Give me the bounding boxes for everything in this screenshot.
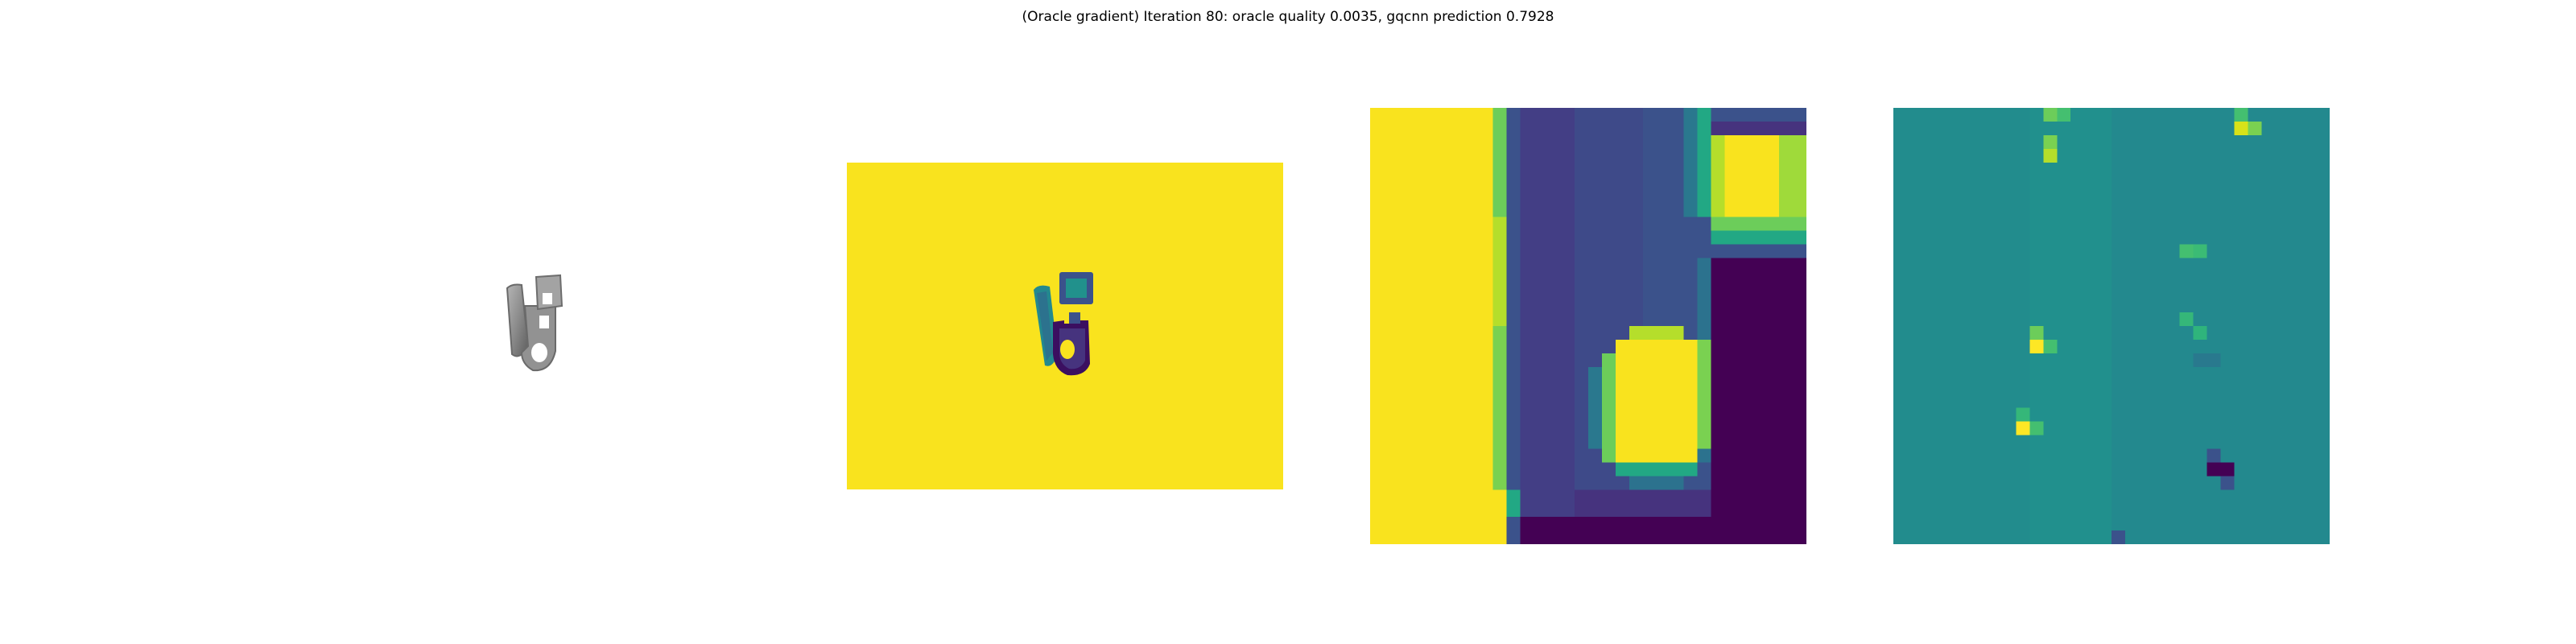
oracle-gradient-map xyxy=(1893,108,2330,544)
object-top-slot xyxy=(543,293,552,304)
depth-full-svg xyxy=(847,163,1283,489)
object-render-image xyxy=(438,225,631,419)
object-left-arm xyxy=(506,283,530,357)
depth-image-full xyxy=(847,163,1283,489)
depth-image-crop xyxy=(1370,108,1806,544)
object-hole xyxy=(531,343,547,362)
object-render-svg xyxy=(506,274,564,372)
depth-hole xyxy=(1060,340,1075,359)
gradient-map-svg xyxy=(1893,108,2330,544)
depth-crop-svg xyxy=(1370,108,1806,544)
object-mid-slot xyxy=(539,316,549,328)
figure-title: (Oracle gradient) Iteration 80: oracle q… xyxy=(1022,9,1554,25)
